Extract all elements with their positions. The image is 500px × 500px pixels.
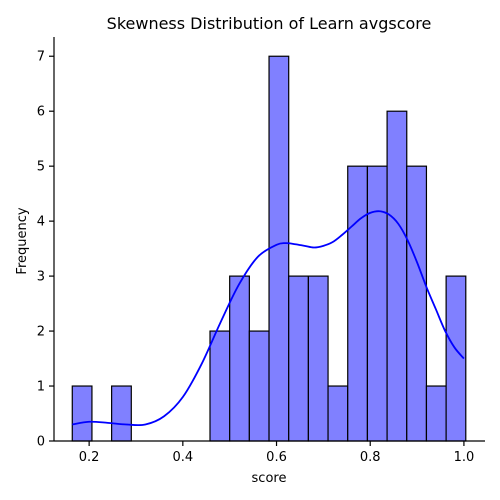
- histogram-bar: [307, 275, 329, 442]
- histogram-bar: [366, 165, 388, 442]
- kde-layer: [72, 210, 465, 427]
- y-tick-label: 7: [37, 50, 45, 65]
- histogram-bar: [288, 275, 309, 442]
- histogram-bar: [209, 330, 231, 442]
- histogram-bar: [425, 385, 447, 442]
- kde-line: [72, 210, 465, 427]
- y-tick-label: 4: [37, 215, 45, 230]
- x-tick-label: 0.4: [172, 450, 193, 465]
- chart-title: Skewness Distribution of Learn avgscore: [107, 14, 432, 33]
- histogram-bar: [406, 165, 428, 442]
- x-tick-label: 0.6: [266, 450, 287, 465]
- y-tick-label: 2: [37, 325, 45, 340]
- histogram-bar: [347, 165, 369, 442]
- y-tick-label: 5: [37, 160, 45, 175]
- x-axis: 0.2 0.4 0.6 0.8 1.0: [79, 441, 474, 465]
- histogram-bars: [71, 55, 467, 442]
- histogram-bar: [327, 385, 349, 442]
- histogram-bar: [229, 275, 250, 442]
- histogram-bar: [248, 330, 270, 442]
- x-tick-label: 0.8: [360, 450, 381, 465]
- histogram-bar: [71, 385, 93, 442]
- y-tick-label: 1: [37, 380, 45, 395]
- y-axis: 0 1 2 3 4 5 6 7: [37, 50, 54, 450]
- x-axis-label: score: [252, 471, 287, 486]
- y-tick-label: 3: [37, 270, 45, 285]
- histogram-bar: [268, 55, 290, 442]
- x-tick-label: 1.0: [454, 450, 475, 465]
- histogram-bar: [386, 110, 408, 442]
- histogram-bar: [111, 385, 132, 442]
- y-tick-label: 6: [37, 105, 45, 120]
- x-tick-label: 0.2: [79, 450, 100, 465]
- y-tick-label: 0: [37, 435, 45, 450]
- y-axis-label: Frequency: [15, 207, 30, 274]
